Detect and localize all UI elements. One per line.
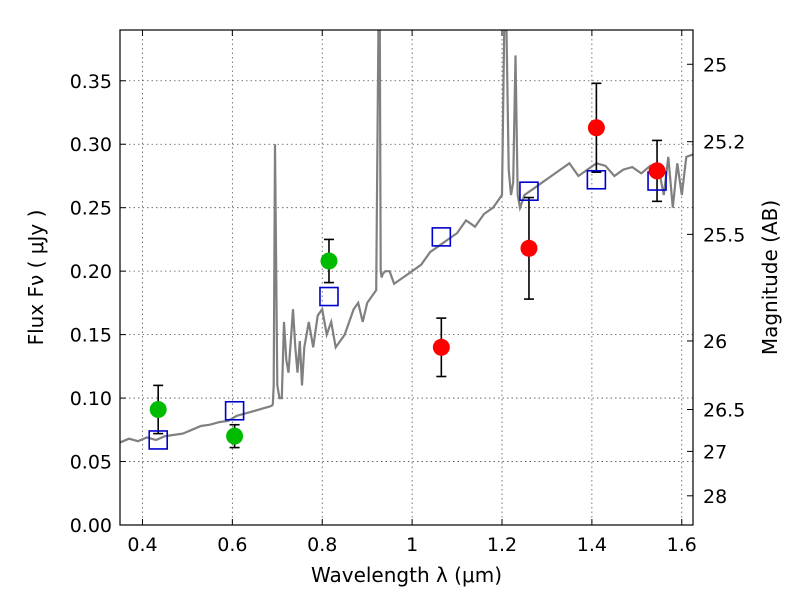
model-photometry-square [148, 430, 168, 450]
y2-tick-label: 26.5 [703, 400, 745, 422]
x-tick-label: 1 [406, 534, 418, 556]
model-photometry-square [431, 227, 452, 247]
x-axis-label: Wavelength λ (μm) [311, 563, 502, 587]
tick-layer: 0.4 0.6 0.8 1 1.2 1.4 1.6 0.00 0.05 0.10 0.15 0.20 0… [70, 30, 745, 556]
x-tick-label: 1.4 [577, 534, 607, 556]
errorbar-layer [153, 82, 663, 449]
y-tick-label: 0.25 [70, 198, 112, 220]
y2-tick-label: 25.5 [703, 224, 745, 246]
photometry-point [226, 427, 244, 445]
photometry-point [320, 252, 338, 270]
y-tick-label: 0.05 [70, 452, 112, 474]
spectrum-line [120, 30, 693, 444]
y-tick-label: 0.35 [70, 71, 112, 93]
x-tick-label: 0.8 [307, 534, 337, 556]
photometry-point [149, 401, 167, 418]
x-tick-label: 1.2 [487, 534, 517, 556]
grid-layer [120, 30, 693, 525]
plot-frame [119, 29, 694, 526]
y-tick-label: 0.00 [70, 515, 112, 537]
y2-tick-label: 26 [703, 331, 727, 353]
y2-tick-label: 27 [703, 441, 727, 463]
model-photometry-square [586, 169, 607, 190]
photometry-point [587, 119, 605, 137]
model-photometry-square [224, 400, 245, 421]
y2-tick-label: 25.2 [703, 132, 745, 154]
model-photometry-square [519, 181, 539, 201]
y-axis-label: Flux Fν ( μJy ) [24, 210, 48, 346]
spectrum-layer [120, 30, 693, 444]
x-tick-label: 0.6 [217, 534, 247, 556]
y-tick-label: 0.20 [70, 261, 112, 283]
y-tick-label: 0.30 [70, 134, 112, 156]
y2-tick-label: 25 [703, 54, 727, 76]
y-tick-label: 0.10 [70, 388, 112, 410]
x-tick-label: 1.6 [667, 534, 697, 556]
photometry-point [520, 239, 538, 257]
photometry-point [648, 162, 666, 180]
y2-tick-label: 28 [703, 486, 727, 508]
photometry-point [432, 338, 450, 356]
y-tick-label: 0.15 [70, 325, 112, 347]
marker-layer [148, 119, 667, 450]
y2-axis-label: Magnitude (AB) [758, 200, 782, 355]
x-tick-label: 0.4 [127, 534, 157, 556]
model-photometry-square [319, 286, 339, 307]
